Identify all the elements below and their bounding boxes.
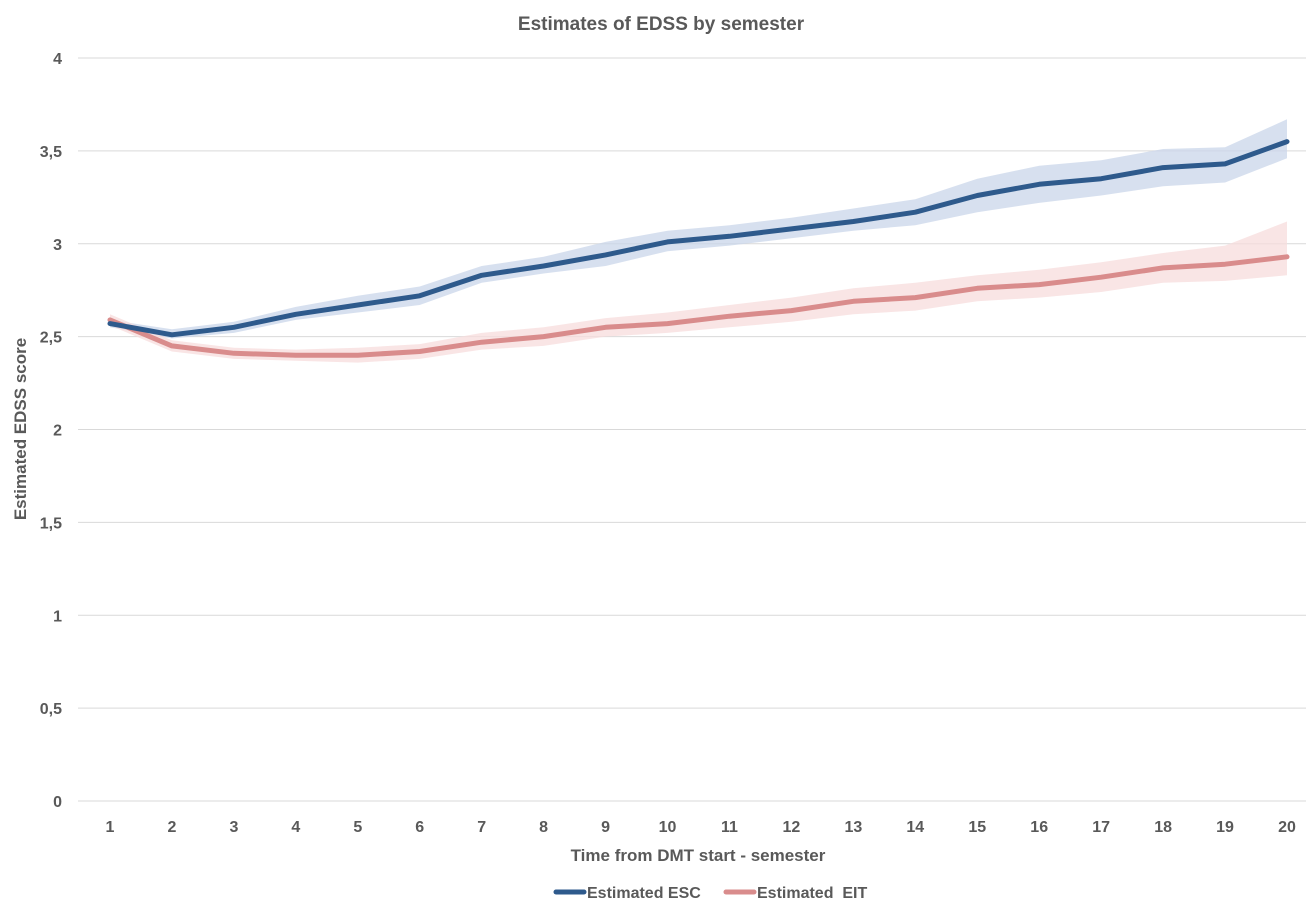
y-tick-label: 3,5 — [40, 144, 62, 161]
confidence-band-series-1 — [110, 119, 1287, 339]
x-tick-label: 2 — [167, 819, 176, 836]
x-tick-label: 17 — [1092, 819, 1110, 836]
x-tick-label: 7 — [477, 819, 486, 836]
y-tick-label: 4 — [53, 51, 62, 68]
x-tick-label: 8 — [539, 819, 548, 836]
x-tick-label: 3 — [229, 819, 238, 836]
x-tick-label: 13 — [844, 819, 862, 836]
y-tick-label: 0 — [53, 794, 62, 811]
x-tick-label: 9 — [601, 819, 610, 836]
y-tick-label: 2,5 — [40, 330, 62, 347]
series-line-2 — [107, 254, 1290, 358]
x-tick-label: 10 — [659, 819, 677, 836]
chart-title: Estimates of EDSS by semester — [518, 14, 805, 35]
x-tick-label: 1 — [106, 819, 115, 836]
confidence-band-series-2 — [110, 221, 1287, 363]
gridlines — [78, 57, 1306, 802]
x-tick-label: 11 — [721, 819, 738, 836]
y-tick-label: 2 — [53, 423, 62, 440]
series-line-1 — [107, 139, 1290, 338]
x-tick-label: 4 — [291, 819, 300, 836]
x-axis-ticks: 1 2 3 4 5 6 7 8 9 10 11 12 13 14 15 16 17 18 19 20 — [106, 819, 1296, 836]
x-tick-label: 20 — [1278, 819, 1296, 836]
x-tick-label: 6 — [415, 819, 424, 836]
y-tick-label: 1,5 — [40, 515, 62, 532]
y-tick-label: 1 — [53, 608, 62, 625]
x-tick-label: 19 — [1216, 819, 1234, 836]
x-tick-label: 12 — [783, 819, 801, 836]
x-tick-label: 16 — [1030, 819, 1048, 836]
y-tick-label: 0,5 — [40, 701, 62, 718]
confidence-bands — [110, 119, 1287, 363]
y-axis-label: Estimated EDSS score — [11, 338, 30, 520]
x-tick-label: 15 — [968, 819, 986, 836]
x-axis-label: Time from DMT start - semester — [571, 846, 826, 865]
legend-label-series-2: Estimated EIT — [757, 885, 867, 900]
series-lines — [107, 139, 1290, 358]
legend: Estimated ESC Estimated EIT — [553, 885, 867, 900]
x-tick-label: 5 — [353, 819, 362, 836]
x-tick-label: 14 — [906, 819, 924, 836]
legend-label-series-1: Estimated ESC — [587, 885, 701, 900]
y-axis-ticks: 0 0,5 1 1,5 2 2,5 3 3,5 4 — [40, 51, 62, 811]
x-tick-label: 18 — [1154, 819, 1172, 836]
y-tick-label: 3 — [53, 237, 62, 254]
